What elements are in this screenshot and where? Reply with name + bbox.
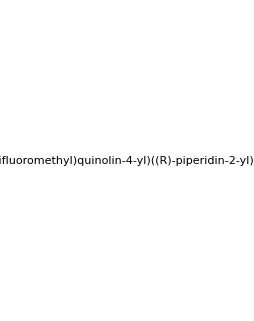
Text: (S)-(2,8-Bis(trifluoromethyl)quinolin-4-yl)((R)-piperidin-2-yl)methanamine: (S)-(2,8-Bis(trifluoromethyl)quinolin-4-…	[0, 155, 254, 166]
